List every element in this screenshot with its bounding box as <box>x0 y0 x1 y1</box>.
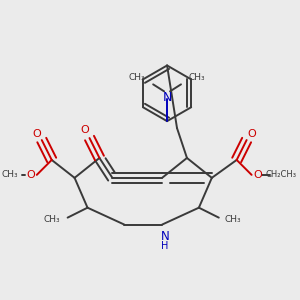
Text: O: O <box>80 125 89 135</box>
Text: O: O <box>26 170 35 180</box>
Text: H: H <box>161 242 169 251</box>
Text: O: O <box>247 129 256 139</box>
Text: CH₃: CH₃ <box>189 73 205 82</box>
Text: N: N <box>162 91 172 104</box>
Text: CH₃: CH₃ <box>129 73 146 82</box>
Text: CH₃: CH₃ <box>44 215 60 224</box>
Text: CH₃: CH₃ <box>2 170 18 179</box>
Text: CH₂CH₃: CH₂CH₃ <box>266 170 297 179</box>
Text: O: O <box>32 129 41 139</box>
Text: O: O <box>253 170 262 180</box>
Text: N: N <box>161 230 170 243</box>
Text: CH₃: CH₃ <box>224 215 241 224</box>
